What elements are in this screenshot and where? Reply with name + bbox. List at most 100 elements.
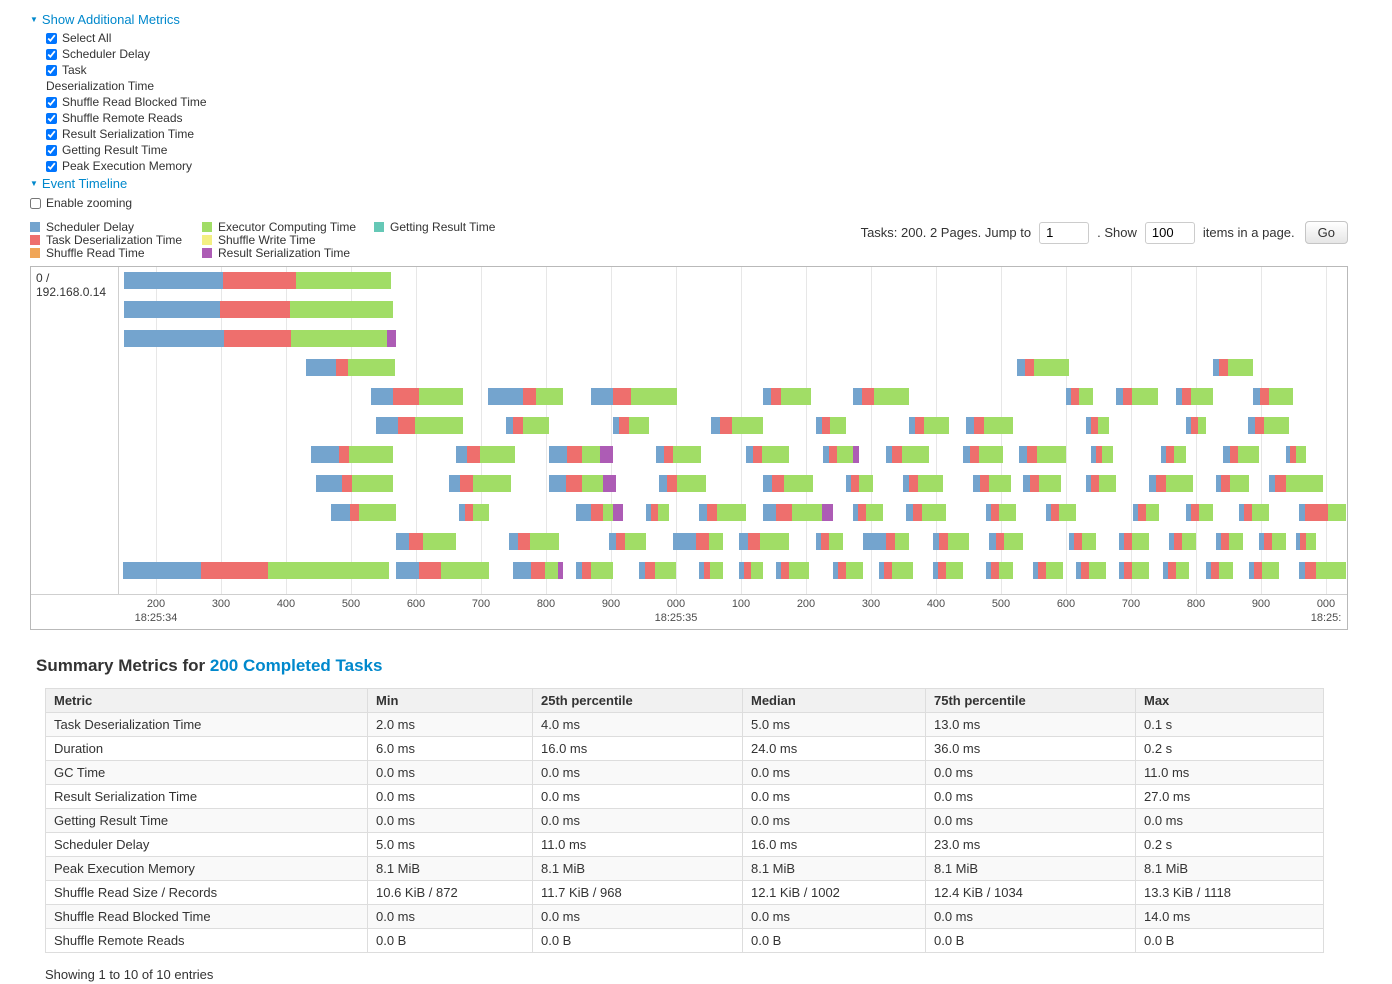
task-bar[interactable] bbox=[123, 272, 391, 289]
task-bar[interactable] bbox=[1205, 562, 1234, 579]
task-bar[interactable] bbox=[963, 446, 1003, 463]
task-bar[interactable] bbox=[549, 475, 617, 492]
metric-checkbox[interactable] bbox=[46, 33, 57, 44]
task-bar[interactable] bbox=[1168, 533, 1196, 550]
task-bar[interactable] bbox=[1086, 417, 1109, 434]
task-bar[interactable] bbox=[609, 533, 647, 550]
task-bar[interactable] bbox=[698, 562, 723, 579]
task-bar[interactable] bbox=[488, 388, 563, 405]
go-button[interactable]: Go bbox=[1304, 221, 1348, 244]
task-bar[interactable] bbox=[1086, 475, 1117, 492]
task-bar[interactable] bbox=[1216, 533, 1243, 550]
task-bar[interactable] bbox=[1175, 388, 1213, 405]
task-bar[interactable] bbox=[456, 446, 515, 463]
task-bar[interactable] bbox=[395, 562, 489, 579]
task-bar[interactable] bbox=[1019, 446, 1066, 463]
task-bar[interactable] bbox=[852, 388, 909, 405]
task-bar[interactable] bbox=[458, 504, 489, 521]
task-bar[interactable] bbox=[508, 533, 559, 550]
task-bar[interactable] bbox=[815, 533, 844, 550]
task-bar[interactable] bbox=[590, 388, 678, 405]
task-bar[interactable] bbox=[852, 504, 883, 521]
task-bar[interactable] bbox=[989, 533, 1024, 550]
task-bar[interactable] bbox=[906, 504, 946, 521]
task-bar[interactable] bbox=[1119, 562, 1150, 579]
metric-checkbox[interactable] bbox=[46, 49, 57, 60]
event-timeline-toggle[interactable]: Event Timeline bbox=[30, 176, 127, 191]
task-bar[interactable] bbox=[1216, 475, 1250, 492]
task-bar[interactable] bbox=[646, 504, 669, 521]
task-bar[interactable] bbox=[371, 388, 463, 405]
task-bar[interactable] bbox=[330, 504, 396, 521]
task-bar[interactable] bbox=[1045, 504, 1076, 521]
metric-checkbox-row[interactable]: Peak Execution Memory bbox=[46, 158, 192, 174]
task-bar[interactable] bbox=[986, 504, 1016, 521]
task-bar[interactable] bbox=[1296, 533, 1317, 550]
metric-checkbox[interactable] bbox=[46, 97, 57, 108]
metric-checkbox-row[interactable]: Getting Result Time bbox=[46, 142, 167, 158]
task-bar[interactable] bbox=[310, 446, 394, 463]
task-bar[interactable] bbox=[739, 533, 790, 550]
task-bar[interactable] bbox=[763, 504, 834, 521]
task-bar[interactable] bbox=[505, 417, 550, 434]
task-bar[interactable] bbox=[1223, 446, 1260, 463]
metric-checkbox[interactable] bbox=[46, 129, 57, 140]
task-bar[interactable] bbox=[815, 417, 847, 434]
task-bar[interactable] bbox=[908, 417, 949, 434]
task-bar[interactable] bbox=[305, 359, 396, 376]
items-per-page-input[interactable] bbox=[1144, 221, 1195, 244]
task-bar[interactable] bbox=[1023, 475, 1061, 492]
task-bar[interactable] bbox=[878, 562, 914, 579]
task-bar[interactable] bbox=[575, 504, 623, 521]
task-bar[interactable] bbox=[1238, 504, 1269, 521]
task-bar[interactable] bbox=[512, 562, 563, 579]
task-bar[interactable] bbox=[711, 417, 764, 434]
task-bar[interactable] bbox=[1186, 504, 1213, 521]
task-bar[interactable] bbox=[763, 475, 814, 492]
metric-checkbox-row[interactable]: Shuffle Remote Reads bbox=[46, 110, 183, 126]
task-bar[interactable] bbox=[746, 446, 790, 463]
task-bar[interactable] bbox=[1298, 562, 1347, 579]
task-bar[interactable] bbox=[833, 562, 864, 579]
metric-checkbox-row[interactable]: Task Deserialization Time bbox=[46, 62, 164, 94]
task-bar[interactable] bbox=[1116, 388, 1159, 405]
task-bar[interactable] bbox=[672, 533, 723, 550]
task-bar[interactable] bbox=[902, 475, 944, 492]
metric-checkbox-row[interactable]: Shuffle Read Blocked Time bbox=[46, 94, 207, 110]
task-bar[interactable] bbox=[1268, 475, 1323, 492]
task-bar[interactable] bbox=[1149, 475, 1193, 492]
task-bar[interactable] bbox=[638, 562, 676, 579]
task-bar[interactable] bbox=[315, 475, 394, 492]
task-bar[interactable] bbox=[776, 562, 810, 579]
task-bar[interactable] bbox=[1186, 417, 1206, 434]
task-bar[interactable] bbox=[1075, 562, 1107, 579]
task-bar[interactable] bbox=[575, 562, 613, 579]
task-bar[interactable] bbox=[1162, 562, 1189, 579]
metric-checkbox[interactable] bbox=[46, 113, 57, 124]
metric-checkbox-row[interactable]: Select All bbox=[46, 30, 111, 46]
task-bar[interactable] bbox=[1248, 417, 1289, 434]
task-bar[interactable] bbox=[1249, 562, 1280, 579]
task-bar[interactable] bbox=[846, 475, 873, 492]
task-bar[interactable] bbox=[655, 446, 701, 463]
show-additional-metrics-toggle[interactable]: Show Additional Metrics bbox=[30, 12, 180, 27]
task-bar[interactable] bbox=[659, 475, 706, 492]
metric-checkbox-row[interactable]: Scheduler Delay bbox=[46, 46, 150, 62]
task-bar[interactable] bbox=[932, 562, 964, 579]
task-bar[interactable] bbox=[1119, 533, 1150, 550]
task-bar[interactable] bbox=[1298, 504, 1347, 521]
task-bar[interactable] bbox=[1069, 533, 1096, 550]
task-bar[interactable] bbox=[1132, 504, 1159, 521]
task-bar[interactable] bbox=[973, 475, 1011, 492]
task-bar[interactable] bbox=[1032, 562, 1063, 579]
task-bar[interactable] bbox=[123, 330, 397, 347]
task-bar[interactable] bbox=[1285, 446, 1306, 463]
task-bar[interactable] bbox=[739, 562, 764, 579]
task-bar[interactable] bbox=[986, 562, 1013, 579]
task-bar[interactable] bbox=[1259, 533, 1286, 550]
task-bar[interactable] bbox=[1253, 388, 1293, 405]
task-bar[interactable] bbox=[449, 475, 511, 492]
enable-zooming-label-row[interactable]: Enable zooming bbox=[30, 196, 132, 210]
task-bar[interactable] bbox=[863, 533, 909, 550]
task-bar[interactable] bbox=[612, 417, 649, 434]
